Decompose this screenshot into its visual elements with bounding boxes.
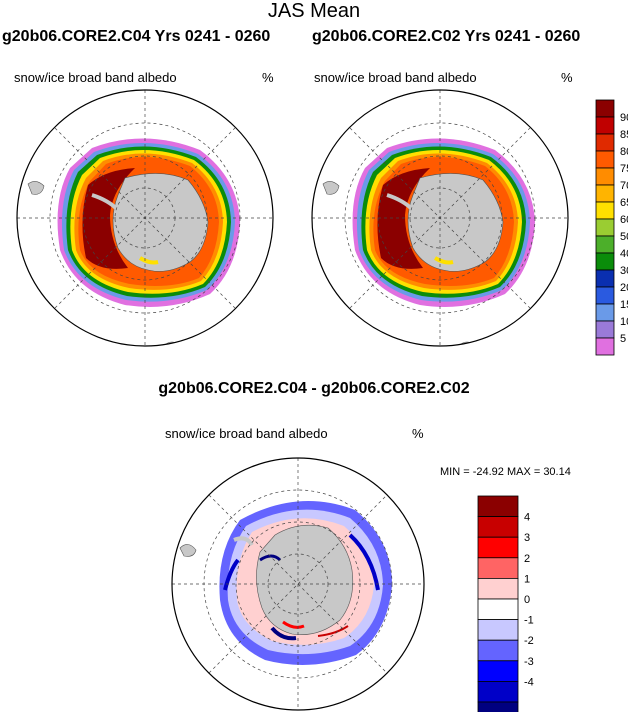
colorbar-top-swatch <box>595 286 615 305</box>
colorbar-diff-swatch <box>477 495 519 518</box>
colorbar-diff-swatch <box>477 557 519 579</box>
left-units-label: % <box>262 70 274 85</box>
colorbar-top-tick-label: 20 <box>620 282 628 294</box>
colorbar-diff-swatch <box>477 660 519 682</box>
colorbar-diff-tick-label: -1 <box>524 615 534 627</box>
colorbar-diff-tick-label: 1 <box>524 573 530 585</box>
colorbar-diff-swatch <box>477 578 519 600</box>
diff-field <box>179 501 392 665</box>
colorbar-diff-swatch <box>477 639 519 662</box>
colorbar-top-tick-label: 80 <box>620 146 628 158</box>
colorbar-top-tick-label: 30 <box>620 265 628 277</box>
min-max-label: MIN = -24.92 MAX = 30.14 <box>440 466 571 478</box>
right-panel-title: g20b06.CORE2.C02 Yrs 0241 - 0260 <box>312 28 581 45</box>
colorbar-top-tick-label: 75 <box>620 163 628 175</box>
colorbar-diff-swatch <box>477 536 519 559</box>
colorbar-top-tick-label: 90 <box>620 112 628 124</box>
left-variable-label: snow/ice broad band albedo <box>14 70 177 85</box>
colorbar-diff: 4 3 2 1 0 -1 -2 -3 -4 <box>477 495 534 712</box>
diff-panel-title: g20b06.CORE2.C04 - g20b06.CORE2.C02 <box>158 380 470 397</box>
right-units-label: % <box>561 70 573 85</box>
colorbar-top-tick-label: 70 <box>620 180 628 192</box>
colorbar-top-swatch <box>595 252 615 271</box>
colorbar-top-swatch <box>595 201 615 220</box>
colorbar-diff-tick-label: 2 <box>524 553 530 565</box>
colorbar-diff-swatch <box>477 516 519 538</box>
colorbar-top-swatch <box>595 167 615 186</box>
colorbar-top-tick-label: 10 <box>620 316 628 328</box>
colorbar-top-tick-label: 40 <box>620 248 628 260</box>
colorbar-top: 90 85 80 75 70 65 60 50 40 30 20 15 10 5 <box>595 99 628 356</box>
colorbar-diff-tick-label: 3 <box>524 532 530 544</box>
colorbar-top-swatch <box>595 303 615 322</box>
colorbar-top-swatch <box>595 150 615 169</box>
colorbar-top-tick-label: 15 <box>620 299 628 311</box>
diff-polar-map <box>171 457 425 711</box>
colorbar-diff-swatch <box>477 681 519 703</box>
colorbar-diff-tick-label: 0 <box>524 594 530 606</box>
right-variable-label: snow/ice broad band albedo <box>314 70 477 85</box>
colorbar-diff-tick-label: -2 <box>524 635 534 647</box>
colorbar-diff-swatch <box>477 701 519 712</box>
colorbar-top-tick-label: 50 <box>620 231 628 243</box>
colorbar-diff-swatch <box>477 598 519 621</box>
colorbar-diff-tick-label: -3 <box>524 656 534 668</box>
colorbar-top-swatch <box>595 133 615 152</box>
colorbar-diff-swatch <box>477 619 519 641</box>
colorbar-top-tick-label: 85 <box>620 129 628 141</box>
colorbar-top-tick-label: 65 <box>620 197 628 209</box>
colorbar-top-swatch <box>595 116 615 135</box>
colorbar-diff-tick-label: -4 <box>524 676 534 688</box>
colorbar-top-swatch <box>595 269 615 288</box>
colorbar-top-swatch <box>595 235 615 254</box>
left-polar-map <box>16 89 274 347</box>
colorbar-top-swatch <box>595 184 615 203</box>
colorbar-top-tick-label: 5 <box>620 333 626 345</box>
diff-units-label: % <box>412 426 424 441</box>
right-polar-map <box>311 89 569 347</box>
diff-variable-label: snow/ice broad band albedo <box>165 426 328 441</box>
colorbar-top-swatch <box>595 337 615 356</box>
colorbar-top-swatch <box>595 99 615 118</box>
colorbar-top-swatch <box>595 218 615 237</box>
left-panel-title: g20b06.CORE2.C04 Yrs 0241 - 0260 <box>2 28 271 45</box>
main-title: JAS Mean <box>267 0 361 22</box>
colorbar-top-swatch <box>595 320 615 339</box>
colorbar-diff-tick-label: 4 <box>524 512 530 524</box>
colorbar-top-tick-label: 60 <box>620 214 628 226</box>
